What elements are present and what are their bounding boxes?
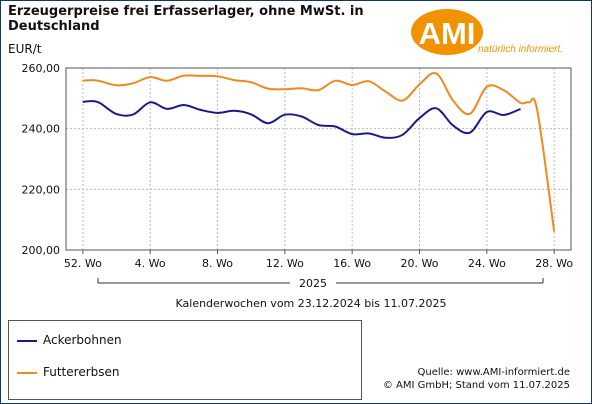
source-line-1: Quelle: www.AMI-informiert.de	[417, 367, 570, 378]
legend-swatch-futtererbsen	[17, 371, 37, 374]
y-tick-label: 220,00	[22, 183, 61, 196]
series-line-futtererbsen	[82, 71, 556, 232]
y-tick-label: 240,00	[22, 123, 61, 136]
x-tick-label: 16. Wo	[333, 257, 371, 270]
legend-label-futtererbsen: Futtererbsen	[43, 365, 120, 379]
x-tick-label: 4. Wo	[135, 257, 166, 270]
legend: Ackerbohnen Futtererbsen	[8, 320, 362, 400]
ami-logo-text: AMI	[419, 16, 476, 51]
x-tick-label: 28. Wo	[535, 257, 573, 270]
y-tick-label: 200,00	[22, 244, 61, 257]
year-bracket: 2025	[97, 277, 544, 290]
ami-logo-ellipse	[411, 9, 483, 55]
y-axis-unit: EUR/t	[8, 42, 42, 56]
source-note: Quelle: www.AMI-informiert.de © AMI GmbH…	[383, 366, 570, 392]
x-tick-labels: 52. Wo 4. Wo 8. Wo 12. Wo 16. Wo 20. Wo 24. Wo…	[64, 250, 573, 270]
legend-label-ackerbohnen: Ackerbohnen	[43, 333, 122, 347]
series-lines	[82, 71, 556, 232]
series-line-ackerbohnen	[82, 100, 521, 139]
source-line-2: © AMI GmbH; Stand vom 11.07.2025	[382, 380, 570, 391]
legend-item-ackerbohnen: Ackerbohnen	[17, 333, 122, 347]
y-tick-labels: 200,00 220,00 240,00 260,00	[22, 62, 61, 257]
year-label: 2025	[299, 277, 327, 290]
x-tick-label: 52. Wo	[64, 257, 102, 270]
legend-item-futtererbsen: Futtererbsen	[17, 365, 120, 379]
y-tick-label: 260,00	[22, 62, 61, 75]
chart-title: Erzeugerpreise frei Erfasserlager, ohne …	[8, 4, 364, 34]
ami-logo-tagline: natürlich informiert.	[478, 44, 563, 55]
x-tick-label: 20. Wo	[401, 257, 439, 270]
legend-swatch-ackerbohnen	[17, 339, 37, 342]
x-tick-label: 8. Wo	[202, 257, 233, 270]
ami-logo: AMI natürlich informiert.	[411, 9, 563, 55]
grid-lines	[66, 67, 571, 251]
x-axis-label: Kalenderwochen vom 23.12.2024 bis 11.07.…	[176, 297, 447, 310]
x-tick-label: 12. Wo	[266, 257, 304, 270]
x-tick-label: 24. Wo	[468, 257, 506, 270]
plot-area-border	[65, 67, 572, 251]
